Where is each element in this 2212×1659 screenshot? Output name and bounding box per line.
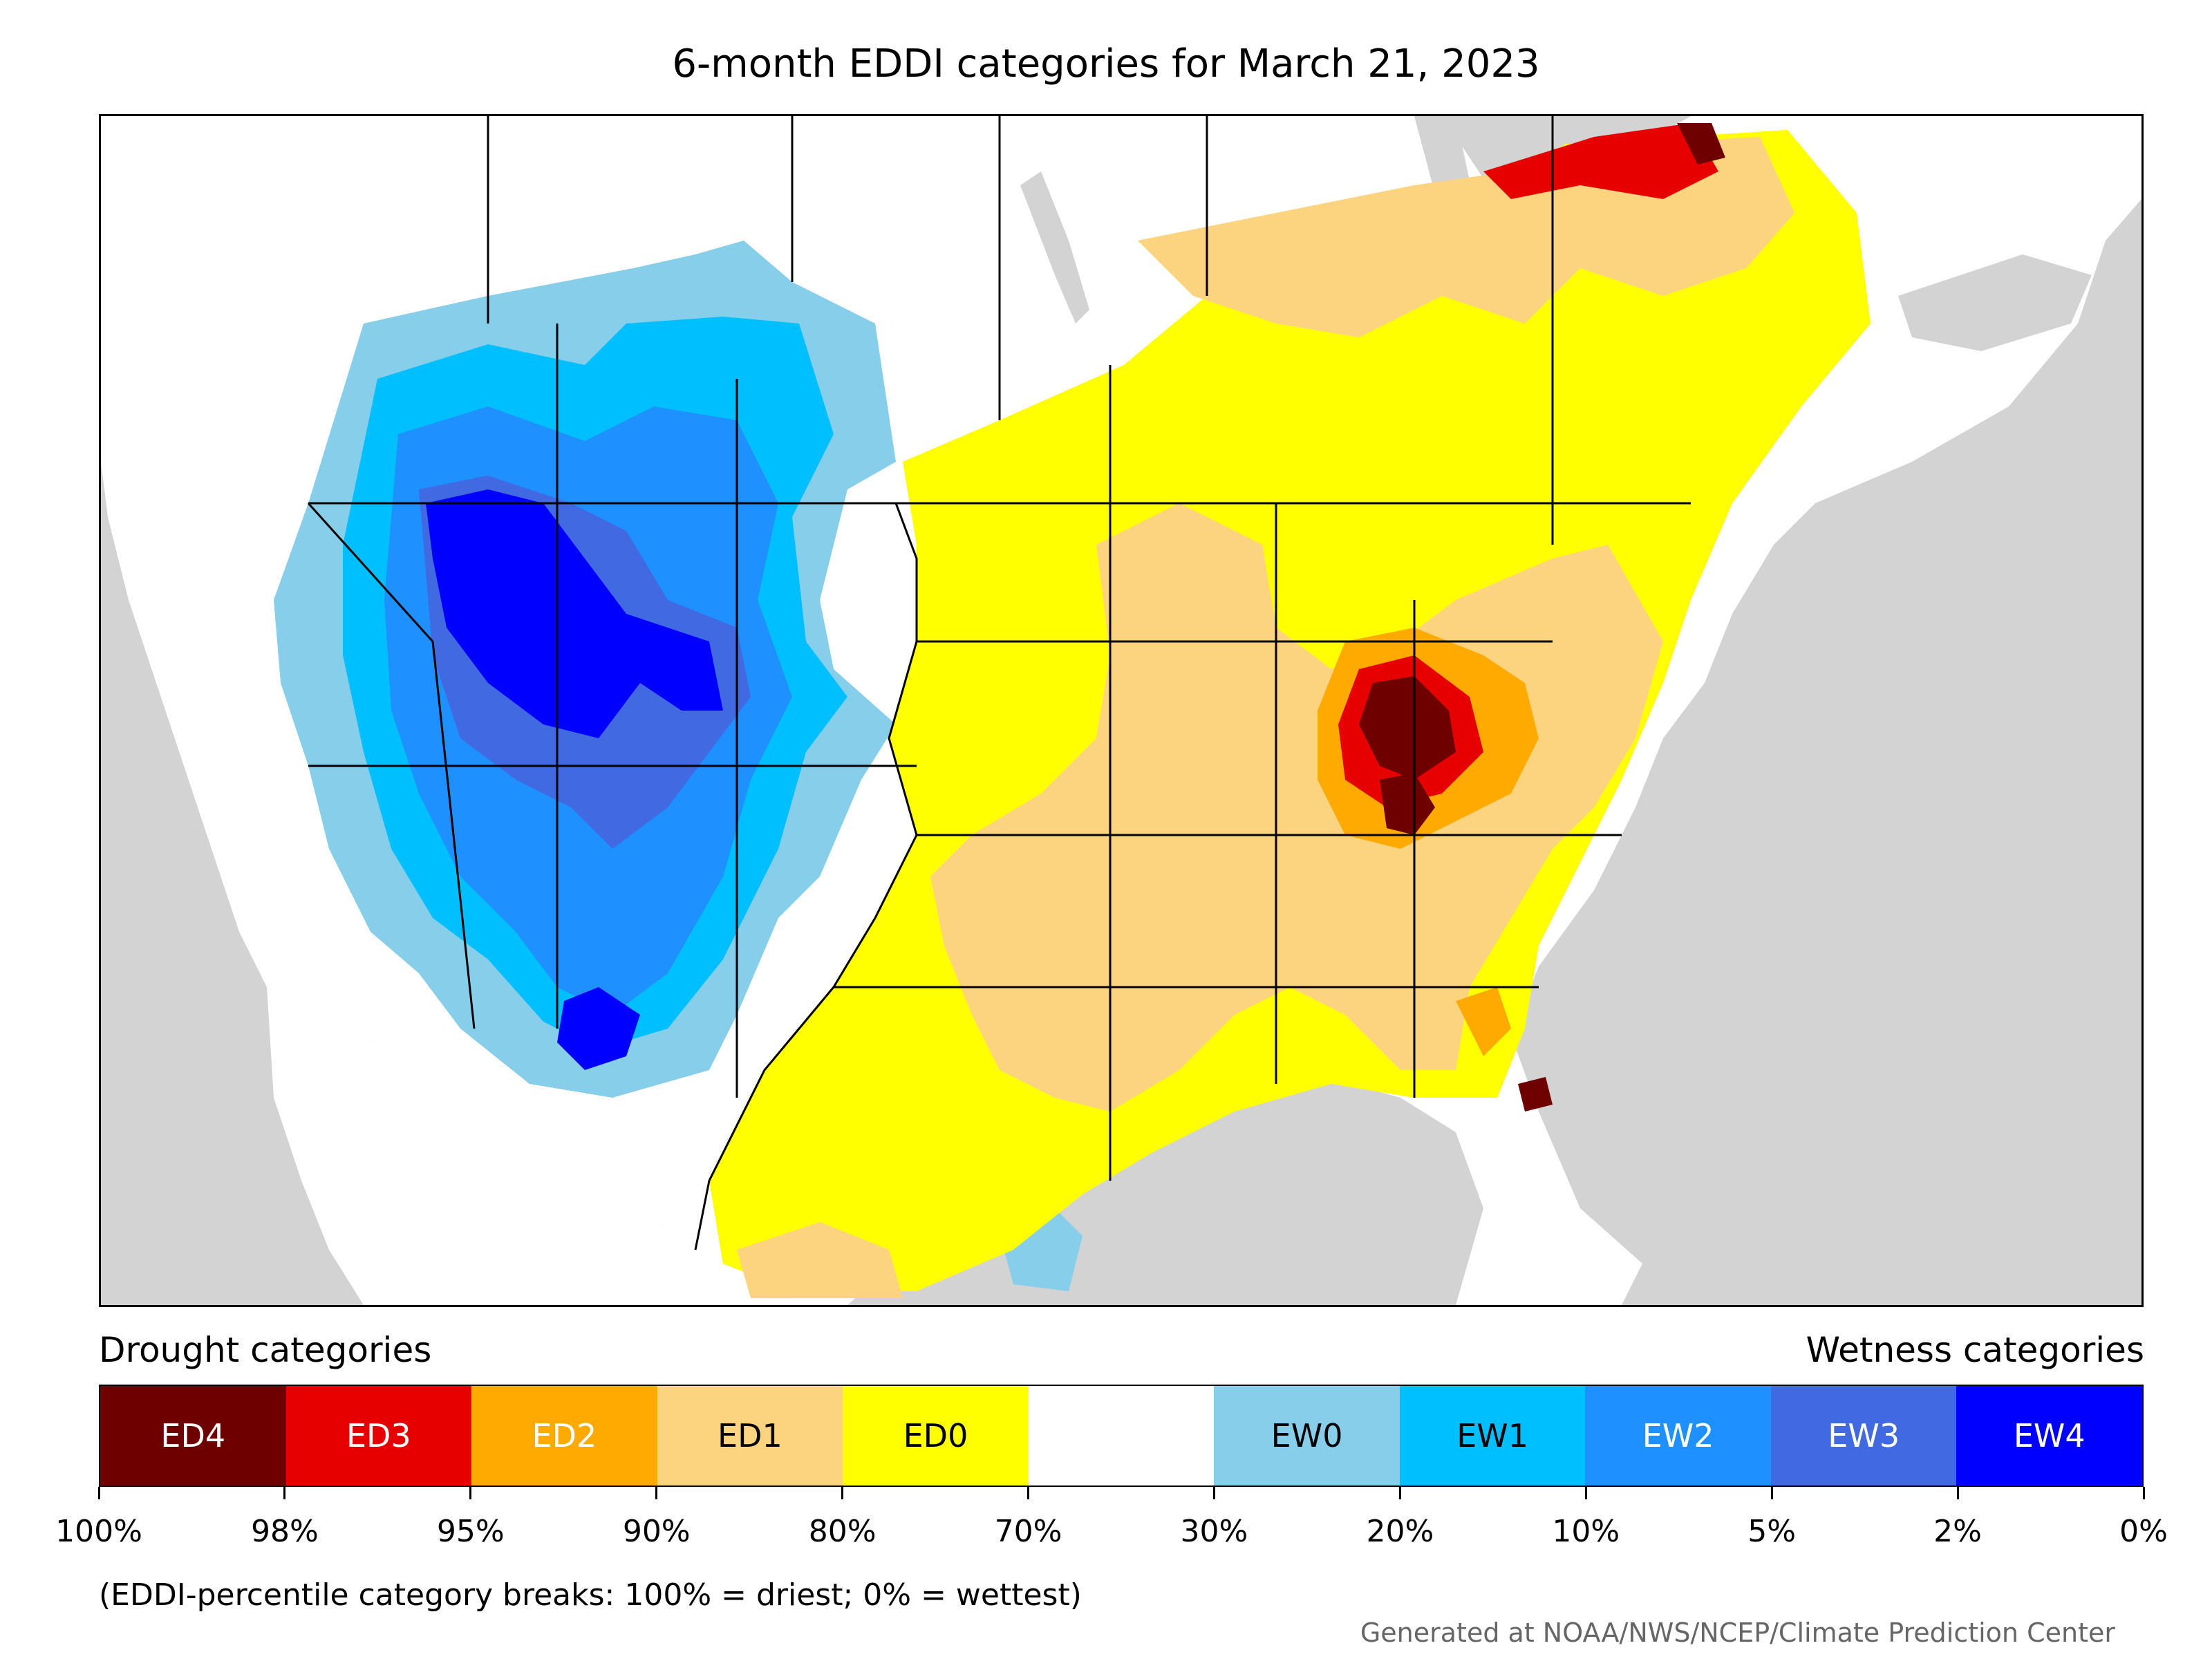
colorbar-tick-label: 30% <box>1180 1514 1248 1549</box>
credit-line: Generated at NOAA/NWS/NCEP/Climate Predi… <box>1360 1618 2115 1648</box>
colorbar-cell-ew3: EW3 <box>1770 1386 1957 1485</box>
colorbar-cell-normal <box>1028 1386 1215 1485</box>
colorbar-tick-label: 10% <box>1552 1514 1620 1549</box>
colorbar-cell-ed0: ED0 <box>843 1386 1029 1485</box>
colorbar-tick-mark <box>1212 1487 1215 1499</box>
colorbar-tick-mark <box>1398 1487 1401 1499</box>
ed4-region-ohio-valley <box>1359 676 1456 780</box>
gulf-of-st-lawrence <box>1898 254 2092 351</box>
colorbar-tick-mark <box>841 1487 844 1499</box>
percentile-note: (EDDI-percentile category breaks: 100% =… <box>99 1577 1082 1613</box>
colorbar-tick-label: 98% <box>251 1514 319 1549</box>
ed2-region-texas <box>737 1222 903 1298</box>
category-colorbar: ED4 ED3 ED2 ED1 ED0 EW0 EW1 EW2 EW3 EW4 <box>99 1385 2144 1487</box>
colorbar-tick-label: 70% <box>994 1514 1062 1549</box>
ed2-region-georgia <box>1456 987 1511 1056</box>
colorbar-cell-ed2: ED2 <box>471 1386 657 1485</box>
colorbar-tick-mark <box>1956 1487 1959 1499</box>
colorbar-tick-mark <box>1584 1487 1587 1499</box>
colorbar-cell-ed1: ED1 <box>657 1386 843 1485</box>
wetness-categories-heading: Wetness categories <box>1806 1330 2144 1370</box>
colorbar-cell-ew1: EW1 <box>1399 1386 1586 1485</box>
colorbar-cell-ew0: EW0 <box>1214 1386 1400 1485</box>
colorbar-tick-label: 90% <box>622 1514 691 1549</box>
ed4-region-kentucky <box>1380 773 1435 835</box>
colorbar-cell-ed3: ED3 <box>285 1386 472 1485</box>
colorbar-tick-mark <box>1027 1487 1030 1499</box>
colorbar-tick-label: 20% <box>1366 1514 1434 1549</box>
state-boundaries <box>307 116 1691 1250</box>
colorbar-tick-label: 2% <box>1933 1514 1982 1549</box>
eddi-map <box>99 114 2144 1307</box>
lake-winnipeg <box>1020 171 1089 324</box>
colorbar-tick-mark <box>97 1487 100 1499</box>
colorbar-tick-mark <box>1770 1487 1773 1499</box>
colorbar-tick-label: 95% <box>436 1514 505 1549</box>
ed4-region-quebec <box>1677 123 1725 165</box>
ew4-southwest <box>557 987 640 1070</box>
drought-categories-heading: Drought categories <box>99 1330 432 1370</box>
map-title: 6-month EDDI categories for March 21, 20… <box>672 41 1540 86</box>
colorbar-tick-mark <box>283 1487 286 1499</box>
ew4-region-west <box>426 489 723 738</box>
colorbar-tick-label: 5% <box>1747 1514 1797 1549</box>
colorbar-tick-mark <box>469 1487 472 1499</box>
ed3-region-quebec <box>1483 123 1718 199</box>
colorbar-cell-ew4: EW4 <box>1956 1386 2143 1485</box>
colorbar-tick-label: 0% <box>2119 1514 2168 1549</box>
colorbar-tick-mark <box>2142 1487 2145 1499</box>
mexico-land <box>267 987 792 1305</box>
colorbar-cell-ed4: ED4 <box>100 1386 286 1485</box>
colorbar-tick-label: 80% <box>808 1514 877 1549</box>
colorbar-tick-mark <box>655 1487 658 1499</box>
colorbar-tick-label: 100% <box>55 1514 142 1549</box>
ed4-region-florida <box>1518 1077 1553 1112</box>
colorbar-cell-ew2: EW2 <box>1585 1386 1771 1485</box>
